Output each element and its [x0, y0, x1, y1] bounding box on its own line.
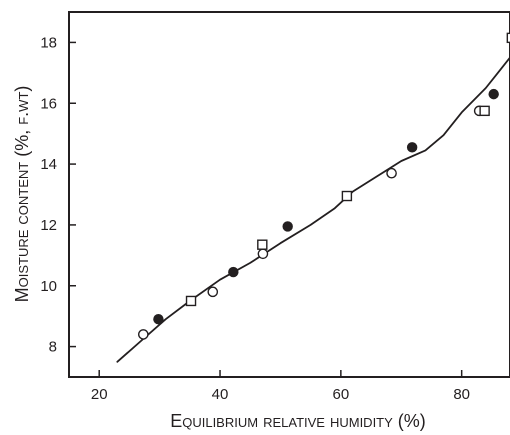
fitted-curve-layer — [116, 56, 510, 363]
axis-ticks: 20 40 60 80 8 10 12 14 16 18 — [40, 34, 470, 403]
data-points — [138, 32, 510, 340]
x-tick-label: 20 — [91, 386, 108, 403]
y-tick-label: 16 — [40, 95, 57, 112]
filled-circle-point — [228, 266, 239, 278]
open-square-point — [257, 239, 268, 250]
open-circle-point — [138, 329, 149, 340]
open-square-point — [185, 295, 197, 307]
filled-circle-point — [406, 142, 418, 153]
open-circle-point — [257, 248, 269, 260]
open-circle-point — [207, 286, 219, 298]
filled-circle-point — [488, 88, 499, 100]
y-tick-label: 14 — [40, 156, 57, 173]
y-tick-label: 12 — [40, 217, 57, 234]
y-tick-label: 8 — [49, 339, 57, 356]
x-tick-label: 40 — [212, 386, 229, 403]
x-tick-label: 60 — [333, 386, 350, 403]
open-circle-point — [386, 167, 397, 179]
y-tick-label: 10 — [40, 278, 57, 295]
filled-circle-point — [282, 221, 293, 232]
open-square-point — [479, 105, 490, 117]
x-axis-label: Equilibrium relative humidity (%) — [170, 411, 426, 431]
y-tick-label: 18 — [40, 34, 57, 51]
fitted-curve — [116, 56, 510, 363]
open-square-point — [506, 32, 510, 44]
y-axis-label: Moisture content (%, f.wt) — [12, 86, 32, 303]
open-square-point — [341, 190, 353, 202]
plot-frame — [68, 11, 510, 378]
x-tick-label: 80 — [453, 386, 470, 403]
filled-circle-point — [153, 314, 164, 325]
